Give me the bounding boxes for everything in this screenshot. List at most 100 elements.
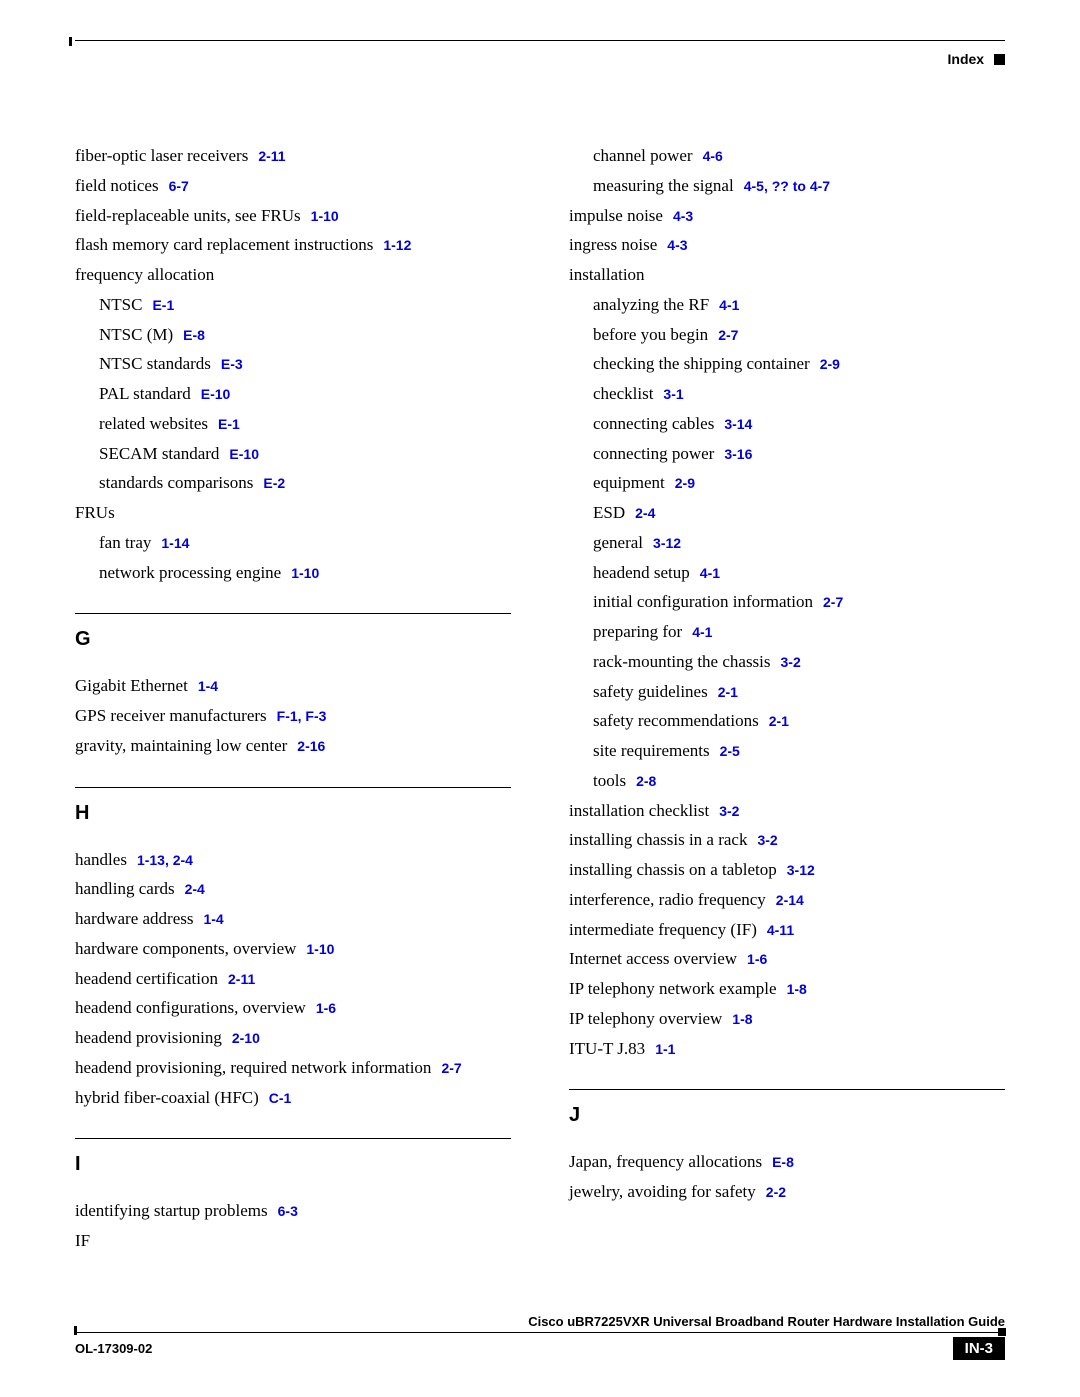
page-reference-link[interactable]: 2-10 bbox=[232, 1030, 260, 1046]
page-reference-link[interactable]: 1-4 bbox=[198, 678, 218, 694]
page-reference-link[interactable]: 4-1 bbox=[700, 565, 720, 581]
page-reference-link[interactable]: 3-2 bbox=[757, 832, 777, 848]
page-reference-link[interactable]: 1-8 bbox=[787, 981, 807, 997]
header-bar-decoration bbox=[69, 37, 72, 46]
page-reference-link[interactable]: 2-11 bbox=[258, 148, 285, 164]
page-reference-link[interactable]: E-10 bbox=[229, 446, 259, 462]
entry-text: fiber-optic laser receivers bbox=[75, 146, 248, 165]
page-reference-link[interactable]: F-1, F-3 bbox=[277, 708, 327, 724]
entry-text: Gigabit Ethernet bbox=[75, 676, 188, 695]
page-reference-link[interactable]: E-8 bbox=[772, 1154, 794, 1170]
entry-text: installation bbox=[569, 265, 645, 284]
entry-text: NTSC standards bbox=[99, 354, 211, 373]
page-reference-link[interactable]: 1-8 bbox=[732, 1011, 752, 1027]
index-entry: tools2-8 bbox=[569, 766, 1005, 796]
entry-text: IP telephony network example bbox=[569, 979, 777, 998]
section-heading: J bbox=[569, 1098, 1005, 1133]
index-entry: frequency allocation bbox=[75, 260, 511, 290]
page-reference-link[interactable]: E-1 bbox=[218, 416, 240, 432]
page-reference-link[interactable]: 2-9 bbox=[820, 356, 840, 372]
page-reference-link[interactable]: 2-9 bbox=[675, 475, 695, 491]
page-reference-link[interactable]: 3-14 bbox=[724, 416, 752, 432]
page-reference-link[interactable]: 2-7 bbox=[441, 1060, 461, 1076]
page-reference-link[interactable]: 1-12 bbox=[383, 237, 411, 253]
entry-text: handles bbox=[75, 850, 127, 869]
page-reference-link[interactable]: 1-6 bbox=[747, 951, 767, 967]
page-reference-link[interactable]: 1-1 bbox=[655, 1041, 675, 1057]
page-reference-link[interactable]: 4-11 bbox=[767, 922, 794, 938]
footer-square-icon bbox=[998, 1328, 1006, 1336]
footer: Cisco uBR7225VXR Universal Broadband Rou… bbox=[75, 1314, 1005, 1360]
page-reference-link[interactable]: E-3 bbox=[221, 356, 243, 372]
page-reference-link[interactable]: 1-10 bbox=[311, 208, 339, 224]
page-reference-link[interactable]: 4-6 bbox=[703, 148, 723, 164]
entry-text: PAL standard bbox=[99, 384, 191, 403]
page-reference-link[interactable]: 4-1 bbox=[692, 624, 712, 640]
page-reference-link[interactable]: E-8 bbox=[183, 327, 205, 343]
section-heading: G bbox=[75, 622, 511, 657]
page-reference-link[interactable]: 2-1 bbox=[769, 713, 789, 729]
entry-text: ESD bbox=[593, 503, 625, 522]
page-reference-link[interactable]: 3-12 bbox=[653, 535, 681, 551]
page-reference-link[interactable]: E-10 bbox=[201, 386, 231, 402]
index-entry: headend configurations, overview1-6 bbox=[75, 993, 511, 1023]
page-reference-link[interactable]: 3-2 bbox=[781, 654, 801, 670]
entry-text: measuring the signal bbox=[593, 176, 734, 195]
index-entry: IP telephony overview1-8 bbox=[569, 1004, 1005, 1034]
page-reference-link[interactable]: E-2 bbox=[263, 475, 285, 491]
entry-text: site requirements bbox=[593, 741, 710, 760]
entry-text: NTSC (M) bbox=[99, 325, 173, 344]
page-reference-link[interactable]: 6-3 bbox=[278, 1203, 298, 1219]
page-reference-link[interactable]: 4-5, ?? to 4-7 bbox=[744, 178, 830, 194]
index-entry: headend certification2-11 bbox=[75, 964, 511, 994]
page-reference-link[interactable]: 2-16 bbox=[297, 738, 325, 754]
entry-text: field-replaceable units, see FRUs bbox=[75, 206, 301, 225]
page-reference-link[interactable]: 3-1 bbox=[663, 386, 683, 402]
page-reference-link[interactable]: E-1 bbox=[152, 297, 174, 313]
page-reference-link[interactable]: 1-14 bbox=[161, 535, 189, 551]
index-entry: analyzing the RF4-1 bbox=[569, 290, 1005, 320]
entry-text: installing chassis on a tabletop bbox=[569, 860, 777, 879]
entry-text: jewelry, avoiding for safety bbox=[569, 1182, 756, 1201]
page-reference-link[interactable]: 2-8 bbox=[636, 773, 656, 789]
index-entry: checking the shipping container2-9 bbox=[569, 349, 1005, 379]
index-entry: hybrid fiber-coaxial (HFC)C-1 bbox=[75, 1083, 511, 1113]
page-reference-link[interactable]: 4-3 bbox=[667, 237, 687, 253]
index-entry: initial configuration information 2-7 bbox=[569, 587, 1005, 617]
page-reference-link[interactable]: 2-4 bbox=[185, 881, 205, 897]
index-entry: equipment2-9 bbox=[569, 468, 1005, 498]
page-reference-link[interactable]: 1-13, 2-4 bbox=[137, 852, 193, 868]
page-reference-link[interactable]: 2-14 bbox=[776, 892, 804, 908]
page-reference-link[interactable]: 2-7 bbox=[823, 594, 843, 610]
index-entry: rack-mounting the chassis3-2 bbox=[569, 647, 1005, 677]
page-reference-link[interactable]: 2-5 bbox=[720, 743, 740, 759]
entry-text: preparing for bbox=[593, 622, 682, 641]
entry-text: initial configuration information bbox=[593, 592, 813, 611]
page-reference-link[interactable]: 1-10 bbox=[306, 941, 334, 957]
page-reference-link[interactable]: 2-7 bbox=[718, 327, 738, 343]
index-entry: interference, radio frequency2-14 bbox=[569, 885, 1005, 915]
entry-text: GPS receiver manufacturers bbox=[75, 706, 267, 725]
page-reference-link[interactable]: 2-11 bbox=[228, 971, 255, 987]
page-reference-link[interactable]: 4-1 bbox=[719, 297, 739, 313]
section-heading: I bbox=[75, 1147, 511, 1182]
page-reference-link[interactable]: 3-16 bbox=[724, 446, 752, 462]
index-entry: impulse noise 4-3 bbox=[569, 201, 1005, 231]
page-reference-link[interactable]: 2-2 bbox=[766, 1184, 786, 1200]
page-reference-link[interactable]: 1-4 bbox=[203, 911, 223, 927]
page-reference-link[interactable]: 3-2 bbox=[719, 803, 739, 819]
page-reference-link[interactable]: 1-6 bbox=[316, 1000, 336, 1016]
page-reference-link[interactable]: C-1 bbox=[269, 1090, 292, 1106]
index-entry: Japan, frequency allocationsE-8 bbox=[569, 1147, 1005, 1177]
entry-text: impulse noise bbox=[569, 206, 663, 225]
page-reference-link[interactable]: 2-4 bbox=[635, 505, 655, 521]
page-reference-link[interactable]: 3-12 bbox=[787, 862, 815, 878]
index-entry: flash memory card replacement instructio… bbox=[75, 230, 511, 260]
index-entry: intermediate frequency (IF)4-11 bbox=[569, 915, 1005, 945]
page-reference-link[interactable]: 1-10 bbox=[291, 565, 319, 581]
entry-text: gravity, maintaining low center bbox=[75, 736, 287, 755]
entry-text: channel power bbox=[593, 146, 693, 165]
page-reference-link[interactable]: 6-7 bbox=[169, 178, 189, 194]
page-reference-link[interactable]: 4-3 bbox=[673, 208, 693, 224]
page-reference-link[interactable]: 2-1 bbox=[718, 684, 738, 700]
